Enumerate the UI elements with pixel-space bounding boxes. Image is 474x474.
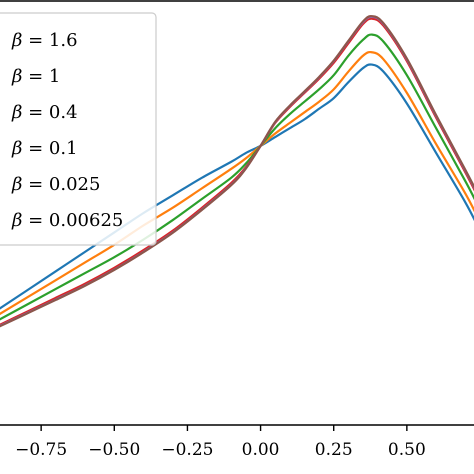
x-tick-label-5: 0.50 (388, 440, 426, 460)
legend-entry-5: β = 0.00625 (11, 210, 123, 231)
legend-frame (0, 12, 157, 246)
axes-layer (0, 0, 474, 426)
x-ticks: −0.75 −0.50 −0.25 0.00 0.25 0.50 (15, 425, 426, 460)
series-line-2 (0, 33, 474, 321)
legend-entry-0: β = 1.6 (11, 30, 78, 51)
x-tick-label-3: 0.00 (242, 440, 280, 460)
series-line-5 (0, 15, 474, 328)
x-tick-label-1: −0.50 (88, 440, 140, 460)
x-tick-label-4: 0.25 (315, 440, 353, 460)
legend-entries: β = 1.6 β = 1 β = 0.4 β = 0.1 β = 0.025 β = 0… (11, 30, 123, 231)
x-tick-label-2: −0.25 (161, 440, 213, 460)
series-line-0 (0, 63, 474, 310)
legend-entry-2: β = 0.4 (11, 102, 78, 123)
legend: β = 1.6 β = 1 β = 0.4 β = 0.1 β = 0.025 β = 0… (0, 12, 157, 246)
legend-entry-4: β = 0.025 (11, 174, 100, 195)
series-layer (0, 15, 474, 328)
x-tick-label-0: −0.75 (15, 440, 67, 460)
legend-entry-3: β = 0.1 (11, 138, 78, 159)
series-line-1 (0, 50, 474, 316)
legend-entry-1: β = 1 (11, 66, 60, 87)
